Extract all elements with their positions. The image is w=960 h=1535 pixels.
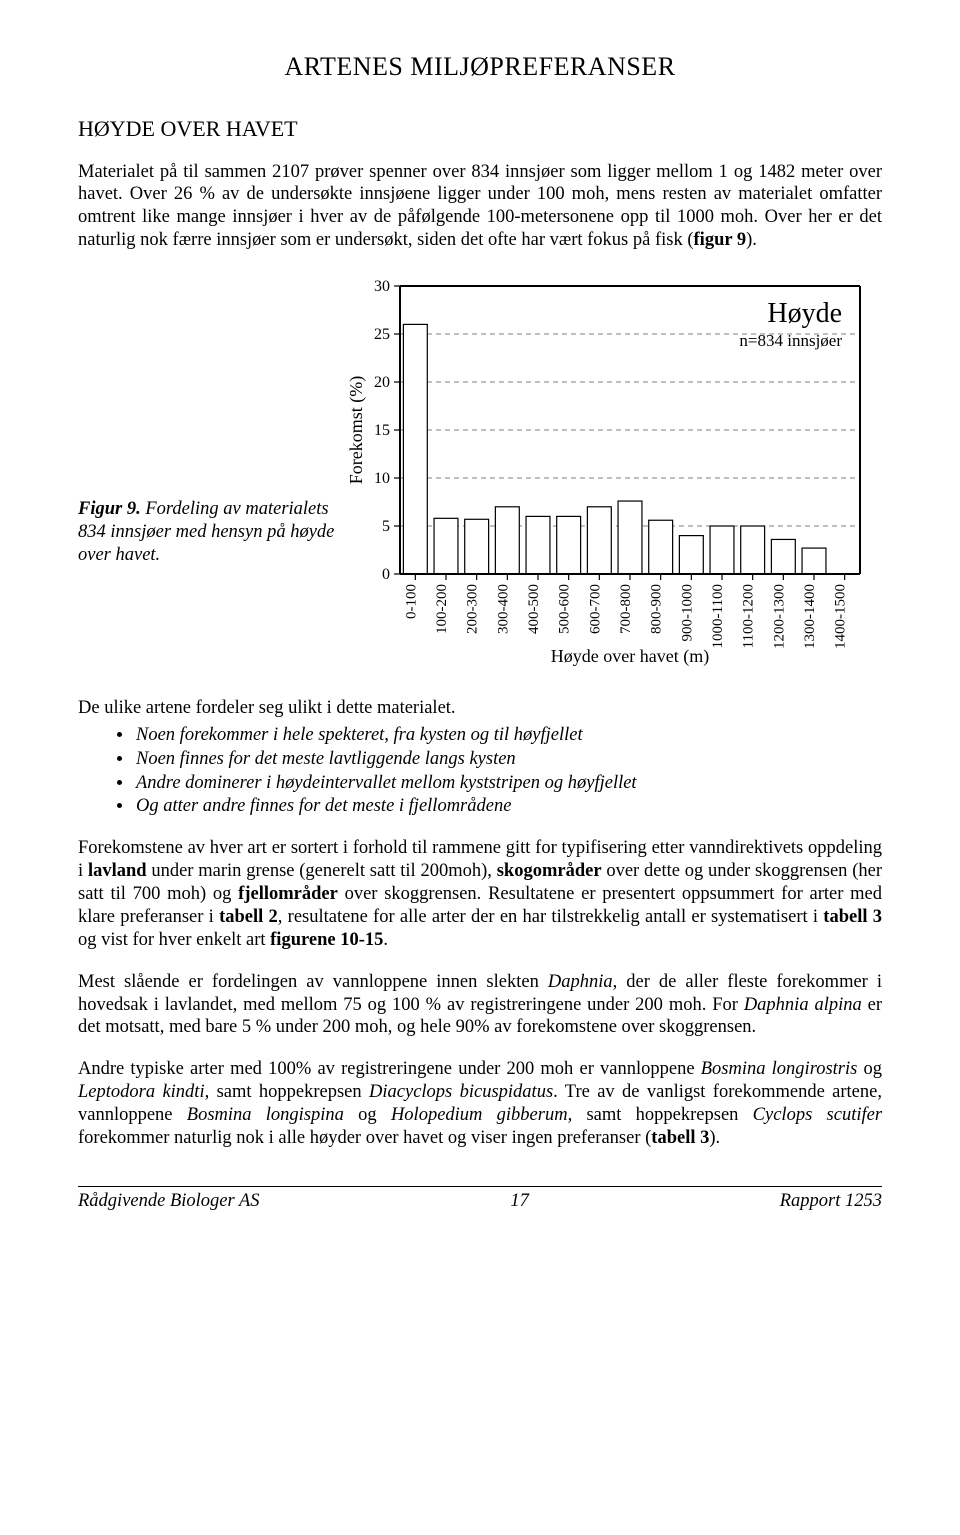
bullet-item: Og atter andre finnes for det meste i fj… (134, 795, 882, 819)
bar (434, 519, 458, 575)
y-axis-label: Forekomst (%) (348, 376, 367, 484)
height-bar-chart: 0 5 10 15 20 25 30 0-100 100-200 200-300 300-400 40… (348, 278, 882, 675)
bar (403, 325, 427, 575)
bar (771, 540, 795, 575)
xtick-label: 1000-1100 (710, 584, 726, 648)
text-run: Daphnia alpina (744, 995, 862, 1015)
text-run: fjellområder (238, 884, 338, 904)
text-run: Diacyclops bicuspidatus (369, 1082, 553, 1102)
text-run: og vist for hver enkelt art (78, 930, 270, 950)
text-run: Bosmina longispina (187, 1105, 344, 1125)
ytick-label: 20 (374, 374, 390, 391)
text-run: skogområder (497, 861, 602, 881)
bar (679, 536, 703, 574)
text-run: lavland (88, 861, 147, 881)
x-axis-label: Høyde over havet (m) (551, 646, 709, 667)
paragraph-1: Materialet på til sammen 2107 prøver spe… (78, 161, 882, 253)
page-footer: Rådgivende Biologer AS 17 Rapport 1253 (78, 1186, 882, 1212)
ytick-label: 15 (374, 422, 390, 439)
text-run: og (344, 1105, 391, 1125)
figure-caption: Figur 9. Fordeling av materialets 834 in… (78, 498, 348, 675)
xtick-label: 300-400 (495, 584, 511, 634)
p1-figref: figur 9 (694, 230, 747, 250)
xtick-label: 500-600 (557, 584, 573, 634)
footer-left: Rådgivende Biologer AS (78, 1191, 260, 1212)
text-run: tabell 2 (219, 907, 278, 927)
ytick-label: 30 (374, 278, 390, 295)
text-run: Leptodora kindti, (78, 1082, 209, 1102)
text-run: . (383, 930, 388, 950)
paragraph-2: De ulike artene fordeler seg ulikt i det… (78, 697, 882, 720)
text-run: forekommer naturlig nok i alle høyder ov… (78, 1128, 651, 1148)
xtick-label: 700-800 (618, 584, 634, 634)
chart-svg: 0 5 10 15 20 25 30 0-100 100-200 200-300 300-400 40… (348, 278, 868, 670)
p1-pre: Materialet på til sammen 2107 prøver spe… (78, 162, 882, 251)
footer-page-number: 17 (510, 1191, 529, 1212)
bar (741, 526, 765, 574)
page-title: ARTENES MILJØPREFERANSER (78, 52, 882, 82)
text-run: Daphnia (548, 972, 613, 992)
caption-label: Figur 9. (78, 499, 141, 519)
bar (802, 548, 826, 574)
p1-post: ). (746, 230, 757, 250)
xtick-label: 900-1000 (679, 584, 695, 642)
xtick-label: 100-200 (434, 584, 450, 634)
chart-subtitle: n=834 innsjøer (739, 331, 842, 350)
text-run: samt hoppekrepsen (209, 1082, 369, 1102)
bullet-list: Noen forekommer i hele spekteret, fra ky… (78, 724, 882, 819)
bullet-item: Noen forekommer i hele spekteret, fra ky… (134, 724, 882, 748)
text-run: ). (709, 1128, 720, 1148)
chart-title: Høyde (767, 298, 842, 329)
paragraph-5: Andre typiske arter med 100% av registre… (78, 1058, 882, 1150)
bar (526, 517, 550, 575)
xtick-label: 1400-1500 (833, 584, 849, 649)
bar (649, 520, 673, 574)
text-run: tabell 3 (651, 1128, 709, 1148)
xtick-label: 1100-1200 (741, 584, 757, 648)
xtick-label: 200-300 (465, 584, 481, 634)
text-run: Mest slående er fordelingen av vannloppe… (78, 972, 548, 992)
bullet-item: Andre dominerer i høydeintervallet mello… (134, 772, 882, 796)
text-run: under marin grense (generelt satt til 20… (147, 861, 497, 881)
xtick-label: 1200-1300 (771, 584, 787, 649)
text-run: Cyclops scutifer (753, 1105, 882, 1125)
text-run: figurene 10-15 (270, 930, 383, 950)
bar (557, 517, 581, 575)
text-run: Andre typiske arter med 100% av registre… (78, 1059, 701, 1079)
ytick-label: 5 (382, 518, 390, 535)
section-heading: HØYDE OVER HAVET (78, 116, 882, 142)
bullet-item: Noen finnes for det meste lavtliggende l… (134, 748, 882, 772)
text-run: og (857, 1059, 882, 1079)
text-run: samt hoppekrepsen (572, 1105, 752, 1125)
xtick-label: 400-500 (526, 584, 542, 634)
paragraph-4: Mest slående er fordelingen av vannloppe… (78, 971, 882, 1040)
xtick-label: 600-700 (587, 584, 603, 634)
bar (465, 520, 489, 575)
xtick-label: 800-900 (649, 584, 665, 634)
text-run: Holopedium gibberum, (391, 1105, 572, 1125)
paragraph-3: Forekomstene av hver art er sortert i fo… (78, 837, 882, 952)
bar (618, 501, 642, 574)
text-run: Bosmina longirostris (701, 1059, 858, 1079)
footer-right: Rapport 1253 (780, 1191, 882, 1212)
ytick-label: 25 (374, 326, 390, 343)
bar (710, 526, 734, 574)
bar (495, 507, 519, 574)
ytick-label: 10 (374, 470, 390, 487)
xtick-label: 1300-1400 (802, 584, 818, 649)
bar (587, 507, 611, 574)
ytick-label: 0 (382, 566, 390, 583)
xtick-label: 0-100 (403, 584, 419, 619)
text-run: tabell 3 (823, 907, 882, 927)
text-run: , resultatene for alle arter der en har … (278, 907, 824, 927)
